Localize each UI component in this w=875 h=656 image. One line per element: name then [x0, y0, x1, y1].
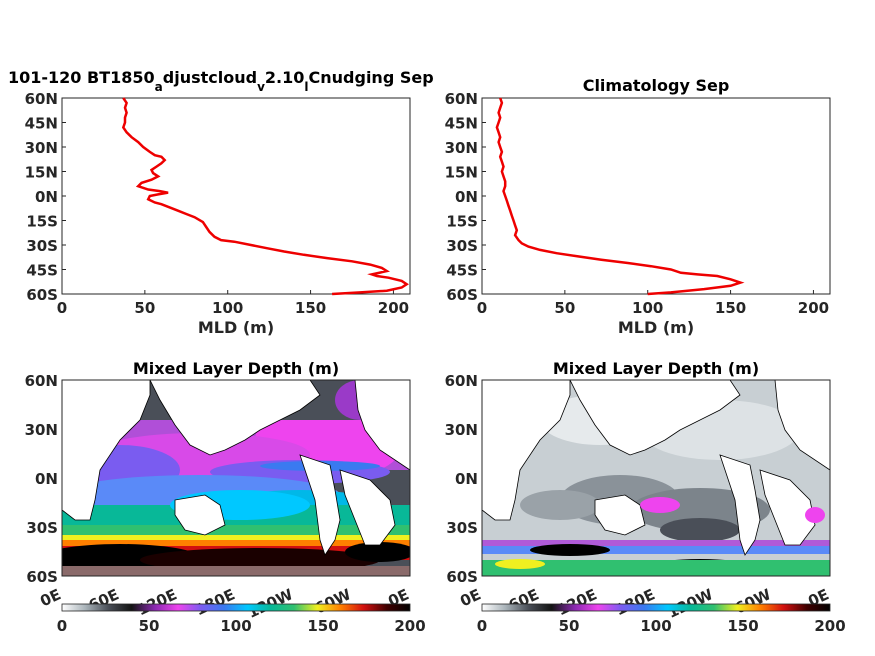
- data-line-climatology: [495, 97, 745, 296]
- map-climatology-field: [482, 380, 830, 576]
- panel-model-title: 101-120 BT1850adjustcloudv2.10lCnudging …: [8, 68, 434, 94]
- colorbar-tick-label: 100: [220, 617, 251, 635]
- x-tick-label: 100: [632, 299, 663, 317]
- y-tick-label: 30N: [445, 139, 478, 157]
- colorbar-tick-label: 50: [139, 617, 160, 635]
- map-climatology-title: Mixed Layer Depth (m): [553, 359, 759, 378]
- lon-tick-label: 120W: [665, 585, 716, 622]
- axes-frame: [481, 97, 831, 295]
- y-tick-label: 45N: [445, 115, 478, 133]
- y-tick-label: 45S: [26, 262, 58, 280]
- y-tick-label: 0N: [35, 188, 58, 206]
- colorbar-tick-label: 200: [394, 617, 425, 635]
- x-axis-label: MLD (m): [618, 318, 694, 337]
- lat-tick-label: 60N: [25, 372, 58, 390]
- axes-frame: [61, 97, 411, 295]
- x-axis-label: MLD (m): [198, 318, 274, 337]
- colorbar-tick-label: 150: [307, 617, 338, 635]
- lon-tick-label: 120E: [134, 585, 179, 619]
- y-tick-label: 60N: [445, 90, 478, 108]
- map-frame: [61, 379, 411, 577]
- lat-tick-label: 30N: [445, 421, 478, 439]
- map-frame: [481, 379, 831, 577]
- x-tick-label: 150: [295, 299, 326, 317]
- y-tick-label: 15S: [26, 213, 58, 231]
- lon-tick-label: 120W: [245, 585, 296, 622]
- map-model-field: [62, 380, 410, 576]
- colorbar-tick-label: 150: [727, 617, 758, 635]
- colorbar-ticks: 0 50 100 150 200: [57, 617, 426, 635]
- colorbar-tick-label: 0: [57, 617, 67, 635]
- lat-tick-label: 60S: [446, 568, 478, 586]
- colorbar: [481, 603, 831, 612]
- y-tick-label: 30S: [446, 237, 478, 255]
- lon-tick-label: 60W: [312, 585, 354, 617]
- x-tick-label: 50: [134, 299, 155, 317]
- y-tick-label: 15N: [25, 164, 58, 182]
- y-tick-label: 0N: [455, 188, 478, 206]
- x-tick-label: 150: [715, 299, 746, 317]
- colorbar: [61, 603, 411, 612]
- panel-climatology-profile: Climatology Sep 0 50 100 150 200 60N 45N 30N 15N…: [445, 76, 831, 337]
- y-tick-label: 60S: [26, 286, 58, 304]
- lon-tick-label: 120E: [554, 585, 599, 619]
- x-tick-label: 50: [554, 299, 575, 317]
- panel-model-profile: 101-120 BT1850adjustcloudv2.10lCnudging …: [8, 68, 434, 337]
- y-tick-label: 60N: [25, 90, 58, 108]
- lon-tick-label: 0E: [457, 585, 483, 610]
- lon-tick-label: 180E: [612, 585, 657, 619]
- map-model-title: Mixed Layer Depth (m): [133, 359, 339, 378]
- y-tick-label: 45N: [25, 115, 58, 133]
- data-line-model: [121, 97, 409, 296]
- lat-tick-label: 60S: [26, 568, 58, 586]
- x-tick-label: 0: [477, 299, 487, 317]
- colorbar-tick-label: 0: [477, 617, 487, 635]
- x-tick-label: 100: [212, 299, 243, 317]
- lat-tick-label: 60N: [445, 372, 478, 390]
- colorbar-tick-label: 200: [814, 617, 845, 635]
- y-tick-label: 30N: [25, 139, 58, 157]
- tick-labels: 0 50 100 150 200 60N 45N 30N 15N 0N 15S 30S 45S 60S: [445, 90, 830, 317]
- lon-tick-label: 60W: [732, 585, 774, 617]
- lat-tick-label: 30S: [26, 519, 58, 537]
- y-tick-label: 45S: [446, 262, 478, 280]
- lon-tick-label: 180E: [192, 585, 237, 619]
- panel-climatology-title: Climatology Sep: [583, 76, 730, 95]
- y-tick-label: 30S: [26, 237, 58, 255]
- y-tick-label: 15N: [445, 164, 478, 182]
- y-tick-label: 15S: [446, 213, 478, 231]
- lat-tick-label: 30N: [25, 421, 58, 439]
- x-tick-label: 0: [57, 299, 67, 317]
- lat-tick-label: 0N: [35, 470, 58, 488]
- lon-tick-label: 0E: [37, 585, 63, 610]
- y-tick-label: 60S: [446, 286, 478, 304]
- lat-tick-label: 0N: [455, 470, 478, 488]
- panel-model-map: Mixed Layer Depth (m): [25, 359, 426, 635]
- colorbar-ticks: 0 50 100 150 200: [477, 617, 846, 635]
- tick-labels: 0 50 100 150 200 60N 45N 30N 15N 0N 15S 30S 45S 60S: [25, 90, 410, 317]
- colorbar-tick-label: 100: [640, 617, 671, 635]
- lat-tick-label: 30S: [446, 519, 478, 537]
- x-tick-label: 200: [378, 299, 409, 317]
- x-tick-label: 200: [798, 299, 829, 317]
- colorbar-tick-label: 50: [559, 617, 580, 635]
